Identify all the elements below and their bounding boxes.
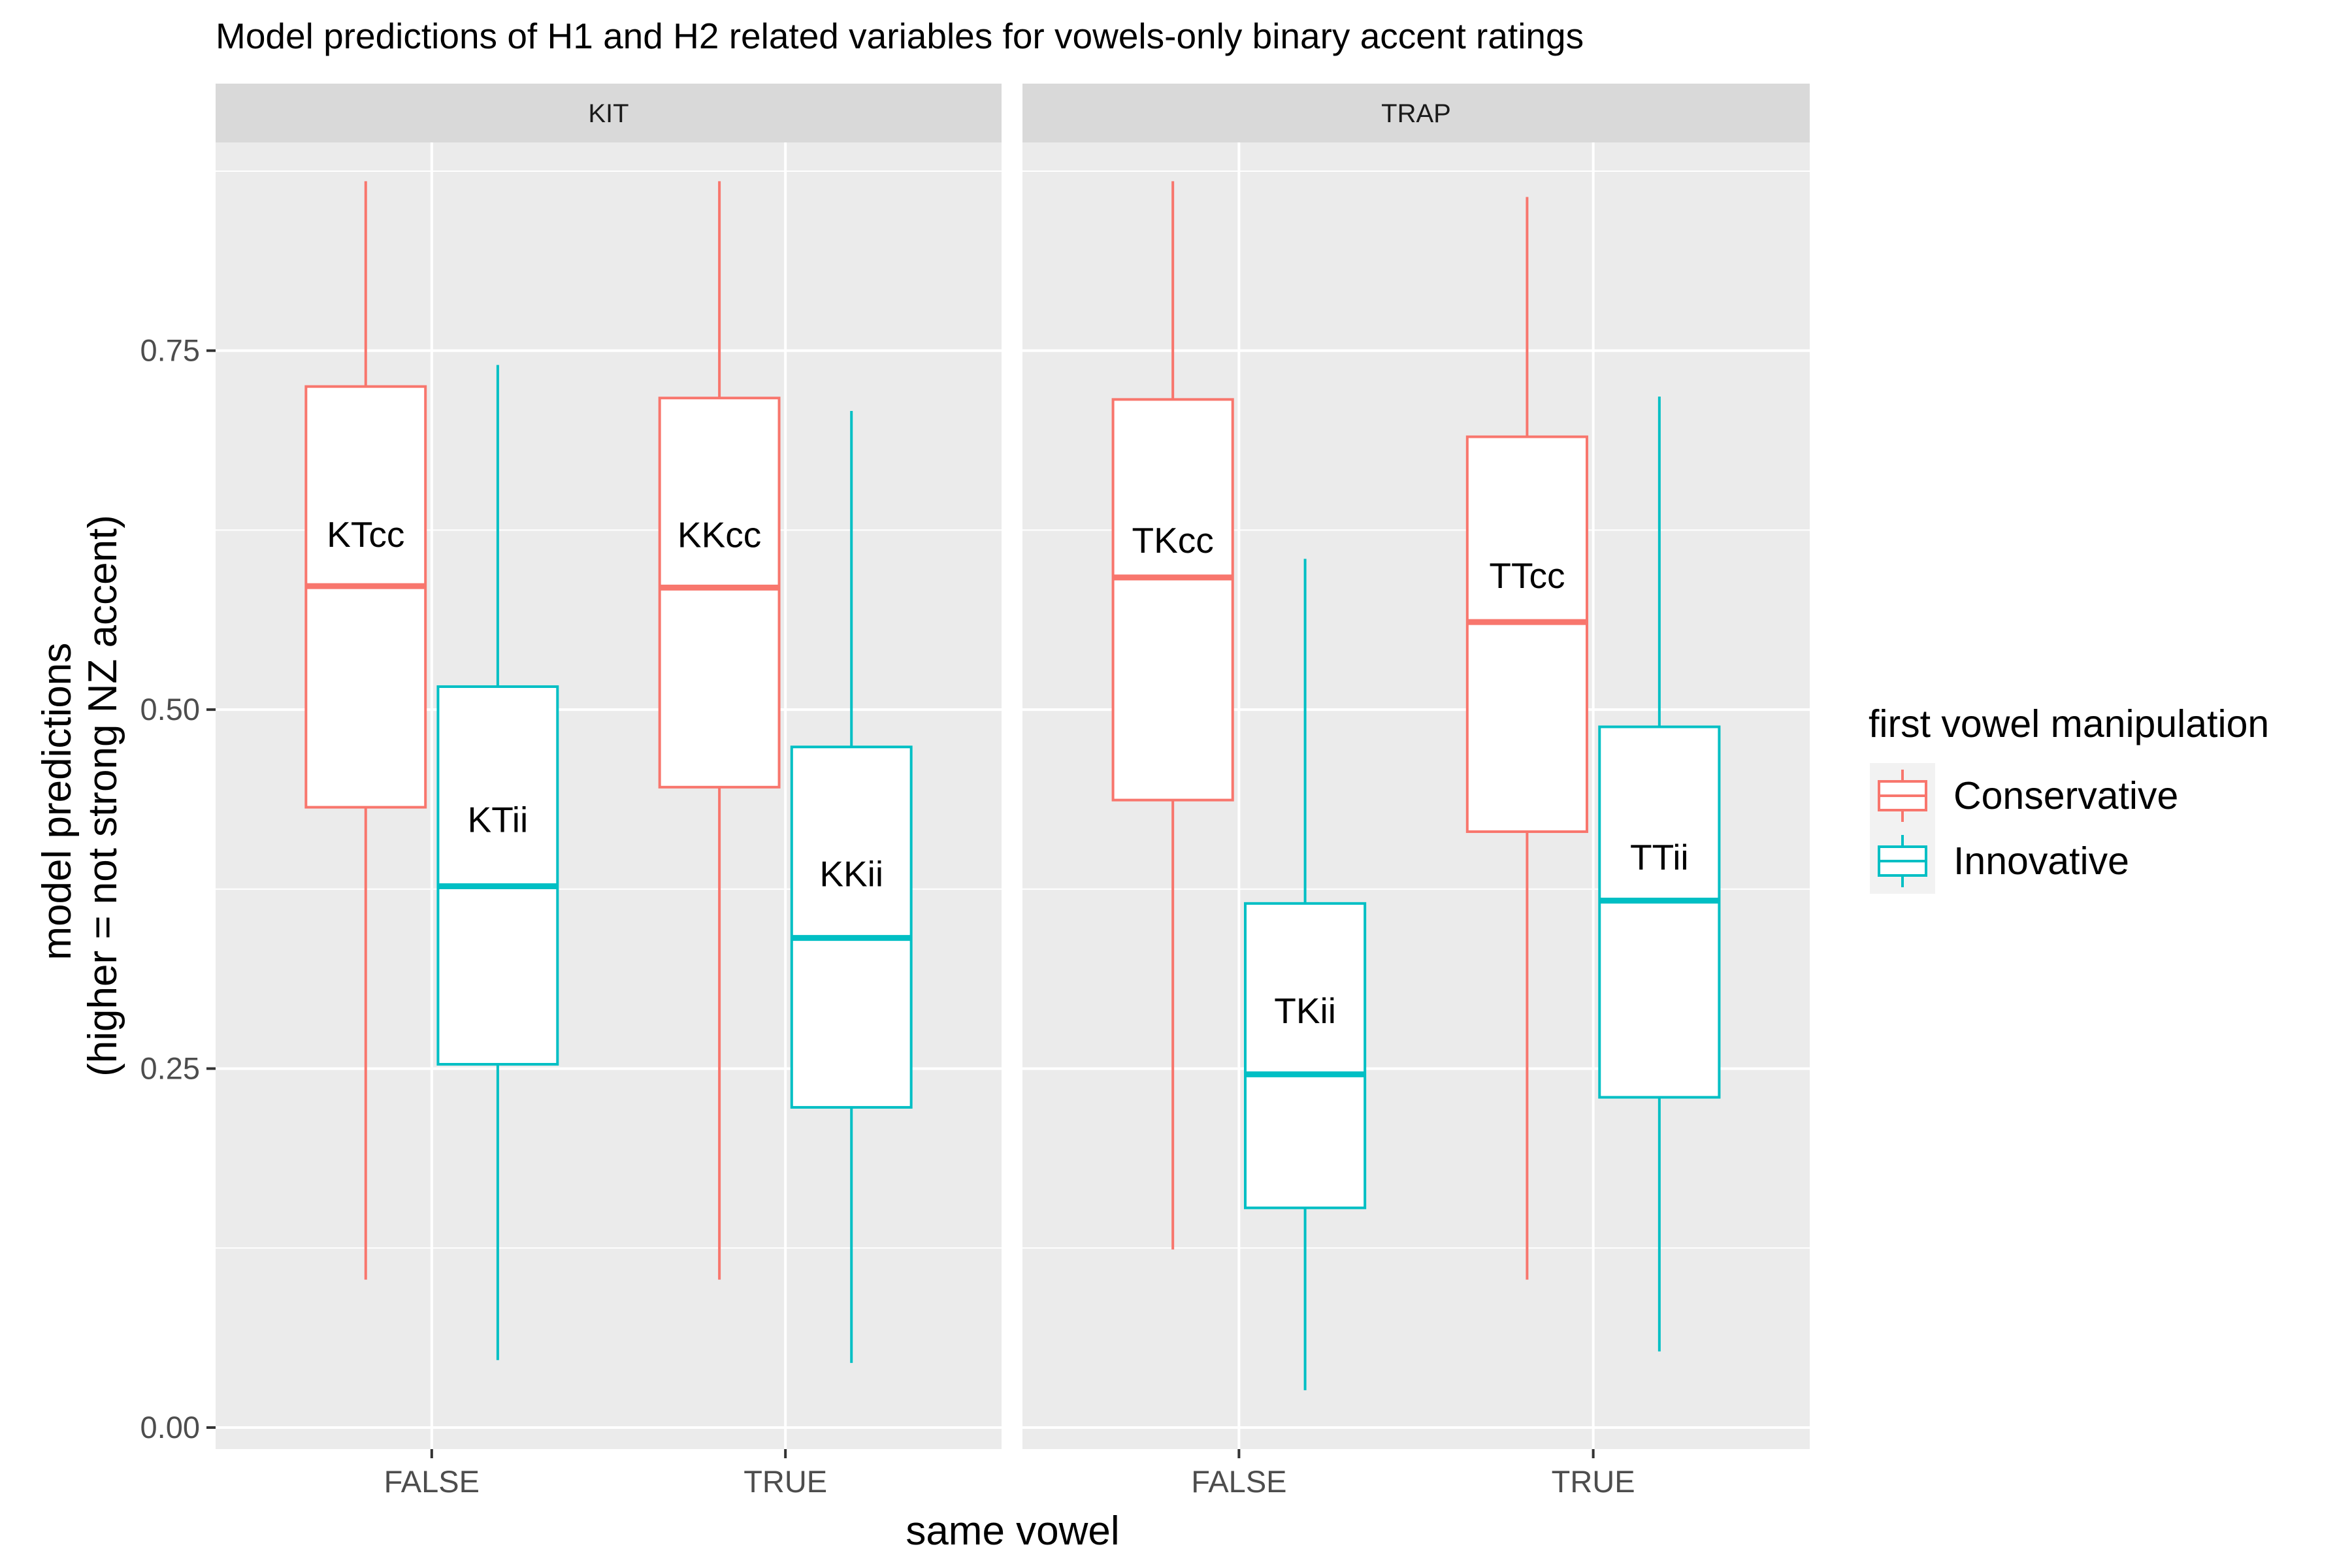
boxplot-ktcc: KTcc (304, 181, 427, 1280)
legend: first vowel manipulation Conservative Inno… (1869, 702, 2269, 894)
boxplot-ktii: KTii (436, 365, 559, 1360)
x-tick-label: FALSE (384, 1464, 480, 1499)
box-label: TTii (1630, 837, 1689, 877)
facet-strip (1022, 84, 1810, 142)
facet-panel-kit: KIT KTcc KTii KKcc KKii (216, 84, 1002, 1449)
y-tick-label: 0.00 (140, 1410, 200, 1445)
legend-title: first vowel manipulation (1869, 702, 2269, 745)
box-label: KKcc (678, 515, 761, 555)
chart-title: Model predictions of H1 and H2 related v… (216, 16, 1584, 56)
box-label: KTii (468, 799, 529, 840)
x-tick-label: TRUE (1552, 1464, 1635, 1499)
box-iqr (658, 397, 781, 789)
boxplot-ttii: TTii (1598, 397, 1721, 1352)
x-tick-label: TRUE (743, 1464, 827, 1499)
boxplot-tkcc: TKcc (1111, 181, 1234, 1250)
y-axis-title-line-2: (higher = not strong NZ accent) (80, 515, 125, 1077)
box-iqr (436, 685, 559, 1066)
facet-strip-label: TRAP (1381, 99, 1451, 128)
boxplot-kkii: KKii (790, 410, 913, 1364)
facet-strip (216, 84, 1002, 142)
x-axis-title: same vowel (906, 1509, 1119, 1554)
box-iqr (1111, 398, 1234, 802)
facet-panel-trap: TRAP TKcc TKii TTcc TTii (1022, 84, 1810, 1449)
box-iqr (790, 745, 913, 1109)
legend-label: Innovative (1953, 840, 2129, 883)
box-iqr (304, 385, 427, 809)
boxplot-tkii: TKii (1244, 559, 1367, 1390)
box-label: TKii (1274, 990, 1336, 1031)
x-tick-label: FALSE (1191, 1464, 1286, 1499)
y-axis-title-line-1: model predictions (35, 643, 80, 960)
y-tick-label: 0.75 (140, 333, 200, 368)
box-iqr (1598, 725, 1721, 1099)
y-axis: 0.00 0.25 0.50 0.75 (140, 333, 216, 1445)
y-tick-label: 0.50 (140, 692, 200, 727)
legend-item-conservative: Conservative (1870, 763, 2178, 828)
box-label: KKii (819, 853, 883, 894)
box-label: TKcc (1132, 520, 1214, 561)
y-axis-title: model predictions (higher = not strong N… (35, 515, 125, 1077)
boxplot-ttcc: TTcc (1465, 197, 1588, 1280)
y-tick-label: 0.25 (140, 1051, 200, 1086)
facet-strip-label: KIT (588, 99, 629, 128)
facet-panels: KIT KTcc KTii KKcc KKii TRAP TKcc TKii TTcc TTii (216, 84, 1810, 1449)
boxplot-kkcc: KKcc (658, 181, 781, 1280)
legend-label: Conservative (1953, 774, 2178, 817)
box-iqr (1244, 902, 1367, 1209)
box-iqr (1465, 435, 1588, 833)
legend-item-innovative: Innovative (1870, 828, 2129, 894)
box-label: KTcc (327, 514, 404, 555)
x-axis: FALSE TRUE FALSE TRUE (384, 1449, 1635, 1499)
box-label: TTcc (1489, 555, 1565, 596)
